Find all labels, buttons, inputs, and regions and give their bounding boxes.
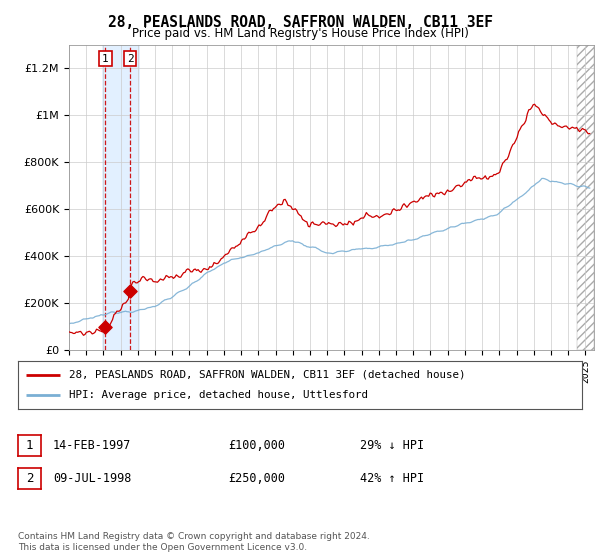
Text: 1: 1 [26,438,33,452]
Bar [577,45,594,350]
Text: Price paid vs. HM Land Registry's House Price Index (HPI): Price paid vs. HM Land Registry's House … [131,27,469,40]
Text: £250,000: £250,000 [228,472,285,486]
Text: 1: 1 [102,54,109,63]
Text: £100,000: £100,000 [228,438,285,452]
Text: 2: 2 [127,54,133,63]
Text: 28, PEASLANDS ROAD, SAFFRON WALDEN, CB11 3EF (detached house): 28, PEASLANDS ROAD, SAFFRON WALDEN, CB11… [69,370,465,380]
Text: 09-JUL-1998: 09-JUL-1998 [53,472,131,486]
Point [101,322,110,331]
Text: HPI: Average price, detached house, Uttlesford: HPI: Average price, detached house, Uttl… [69,390,368,400]
Text: 28, PEASLANDS ROAD, SAFFRON WALDEN, CB11 3EF: 28, PEASLANDS ROAD, SAFFRON WALDEN, CB11… [107,15,493,30]
Text: 42% ↑ HPI: 42% ↑ HPI [360,472,424,486]
Point [125,287,135,296]
Text: 2: 2 [26,472,33,486]
Bar [102,45,140,350]
Text: 14-FEB-1997: 14-FEB-1997 [53,438,131,452]
Text: Contains HM Land Registry data © Crown copyright and database right 2024.
This d: Contains HM Land Registry data © Crown c… [18,532,370,552]
Text: 29% ↓ HPI: 29% ↓ HPI [360,438,424,452]
